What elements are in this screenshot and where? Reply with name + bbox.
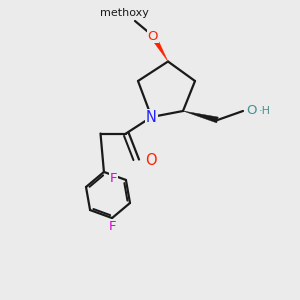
Text: O: O [246, 104, 256, 118]
Text: F: F [110, 172, 118, 185]
Text: O: O [148, 29, 158, 43]
Text: ·H: ·H [259, 106, 271, 116]
Text: methoxy: methoxy [100, 8, 149, 19]
Polygon shape [183, 111, 218, 123]
Polygon shape [150, 34, 168, 62]
Text: O: O [145, 153, 157, 168]
Text: F: F [108, 220, 116, 233]
Text: N: N [146, 110, 157, 124]
